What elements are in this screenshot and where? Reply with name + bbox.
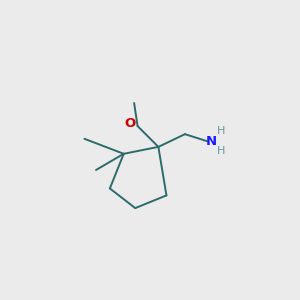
Text: H: H <box>217 146 225 156</box>
Text: H: H <box>217 126 225 136</box>
Text: N: N <box>206 135 217 148</box>
Text: O: O <box>124 117 136 130</box>
